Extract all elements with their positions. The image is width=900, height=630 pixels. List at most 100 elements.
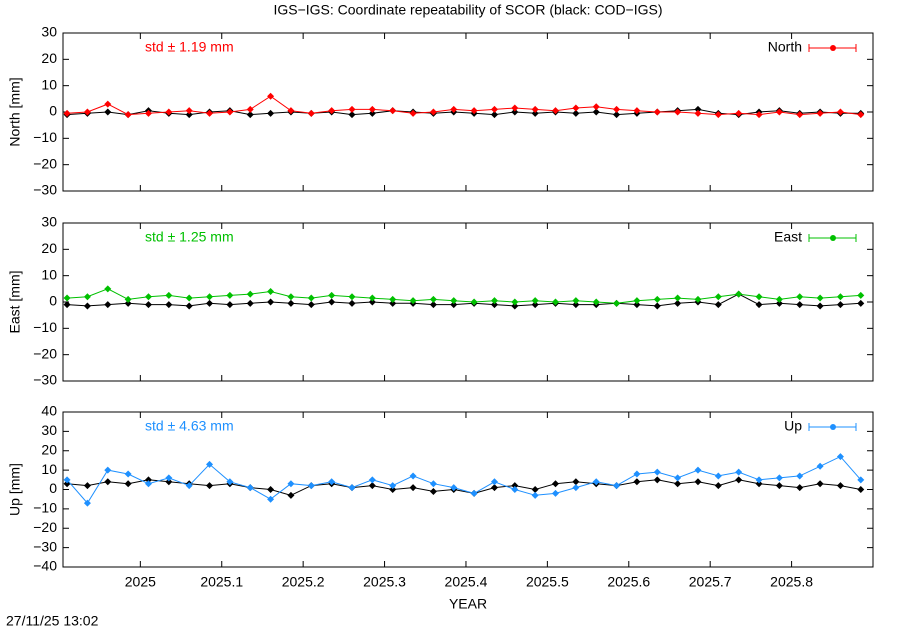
data-point: [83, 482, 91, 490]
data-point: [775, 299, 783, 307]
data-point: [368, 294, 376, 302]
legend-marker: [830, 424, 836, 430]
data-point: [552, 480, 560, 488]
data-point: [531, 301, 539, 309]
data-point: [409, 484, 417, 492]
x-tick-label: 2025.6: [607, 574, 650, 590]
data-point: [796, 301, 804, 309]
data-point: [653, 108, 661, 116]
data-point: [165, 301, 173, 309]
data-point: [816, 294, 824, 302]
data-point: [287, 293, 295, 301]
y-tick-label: −20: [33, 519, 57, 535]
data-point: [429, 487, 437, 495]
data-point: [450, 105, 458, 113]
data-point: [83, 302, 91, 310]
chart-title: IGS−IGS: Coordinate repeatability of SCO…: [273, 2, 662, 18]
data-point: [470, 298, 478, 306]
y-tick-label: −10: [33, 319, 57, 335]
data-point: [633, 297, 641, 305]
legend-marker: [830, 235, 836, 241]
data-point: [531, 491, 539, 499]
data-point: [104, 466, 112, 474]
data-point: [511, 104, 519, 112]
data-point: [572, 478, 580, 486]
plot-frame: [62, 32, 874, 192]
data-point: [816, 302, 824, 310]
data-point: [165, 291, 173, 299]
series-line: [67, 293, 861, 307]
data-point: [226, 301, 234, 309]
data-point: [165, 108, 173, 116]
x-axis-label: YEAR: [449, 596, 487, 612]
data-point: [714, 301, 722, 309]
data-point: [267, 495, 275, 503]
x-tick-label: 2025.4: [445, 574, 488, 590]
data-point: [368, 298, 376, 306]
data-point: [185, 482, 193, 490]
data-point: [104, 478, 112, 486]
data-point: [714, 293, 722, 301]
data-point: [287, 480, 295, 488]
data-point: [63, 301, 71, 309]
x-tick-label: 2025.2: [282, 574, 325, 590]
data-point: [572, 297, 580, 305]
data-point: [613, 111, 621, 119]
x-tick-label: 2025.7: [689, 574, 732, 590]
data-point: [490, 297, 498, 305]
y-tick-label: −10: [33, 129, 57, 145]
data-point: [633, 301, 641, 309]
y-tick-label: −40: [33, 558, 57, 574]
data-point: [653, 476, 661, 484]
data-point: [490, 484, 498, 492]
data-point: [246, 105, 254, 113]
data-point: [124, 299, 132, 307]
data-point: [246, 290, 254, 298]
data-point: [389, 299, 397, 307]
data-point: [857, 476, 865, 484]
data-point: [633, 470, 641, 478]
legend-label: North: [768, 39, 802, 55]
y-tick-label: −30: [33, 182, 57, 198]
y-tick-label: 20: [41, 240, 57, 256]
data-point: [531, 297, 539, 305]
data-point: [104, 285, 112, 293]
data-point: [226, 108, 234, 116]
data-point: [674, 294, 682, 302]
data-point: [653, 295, 661, 303]
data-point: [836, 453, 844, 461]
x-tick-label: 2025.8: [770, 574, 813, 590]
data-point: [307, 294, 315, 302]
data-point: [83, 499, 91, 507]
data-point: [857, 291, 865, 299]
data-point: [450, 297, 458, 305]
y-tick-label: −20: [33, 345, 57, 361]
data-point: [674, 474, 682, 482]
data-point: [694, 295, 702, 303]
data-point: [104, 108, 112, 116]
data-point: [368, 109, 376, 117]
y-tick-label: 10: [41, 461, 57, 477]
data-point: [714, 482, 722, 490]
data-point: [348, 111, 356, 119]
y-tick-label: 30: [41, 214, 57, 230]
data-point: [755, 301, 763, 309]
data-point: [144, 480, 152, 488]
data-point: [613, 482, 621, 490]
data-point: [124, 111, 132, 119]
plot-frame: [62, 222, 874, 382]
std-annotation: std ± 4.63 mm: [145, 418, 234, 434]
y-axis-label: Up [mm]: [7, 463, 23, 516]
data-point: [307, 109, 315, 117]
data-point: [165, 474, 173, 482]
data-point: [165, 478, 173, 486]
data-point: [104, 100, 112, 108]
y-axis-label: East [mm]: [7, 270, 23, 333]
data-point: [836, 301, 844, 309]
data-point: [735, 109, 743, 117]
y-tick-label: 0: [49, 293, 57, 309]
data-point: [368, 105, 376, 113]
data-point: [348, 484, 356, 492]
data-point: [328, 478, 336, 486]
x-tick-label: 2025.1: [200, 574, 243, 590]
